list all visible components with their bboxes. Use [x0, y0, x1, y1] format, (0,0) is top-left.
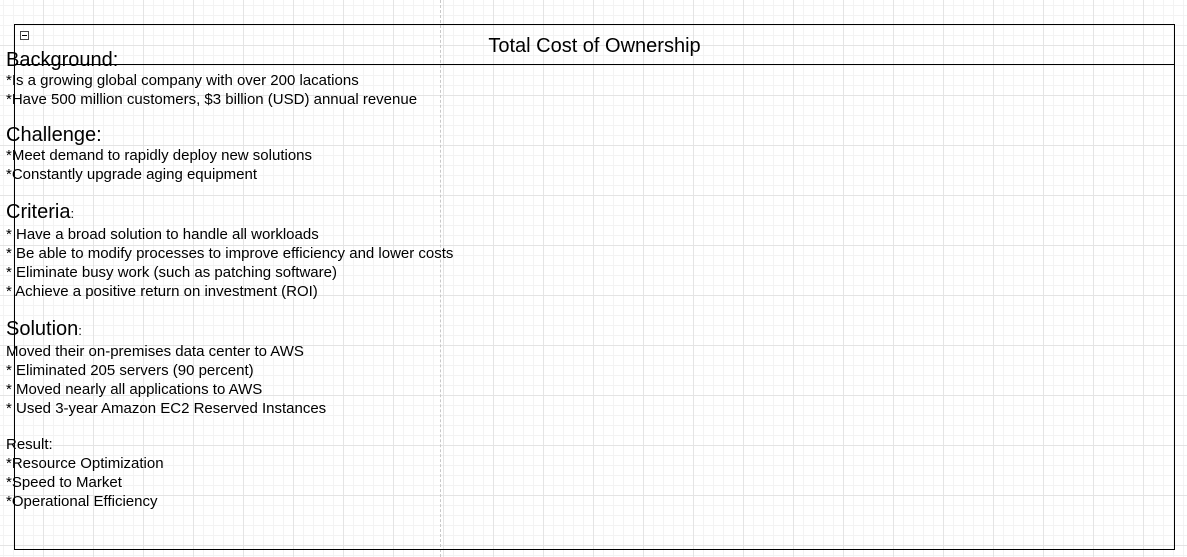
- container-title: Total Cost of Ownership: [488, 35, 701, 57]
- solution-heading-colon: :: [78, 323, 82, 338]
- background-line: *Have 500 million customers, $3 billion …: [6, 91, 418, 108]
- background-line: *Is a growing global company with over 2…: [6, 72, 359, 89]
- result-line: *Operational Efficiency: [6, 493, 158, 510]
- criteria-heading: Criteria:: [6, 201, 1146, 225]
- solution-heading: Solution:: [6, 318, 1146, 342]
- solution-line: Moved their on-premises data center to A…: [6, 343, 304, 360]
- result-section: Result: *Resource Optimization *Speed to…: [6, 435, 1146, 511]
- container-header[interactable]: Total Cost of Ownership: [15, 25, 1174, 65]
- collapse-icon[interactable]: [20, 31, 29, 40]
- solution-section: Solution: Moved their on-premises data c…: [6, 318, 1146, 418]
- background-section: Background: *Is a growing global company…: [6, 49, 1146, 109]
- background-heading: Background:: [6, 49, 119, 71]
- criteria-line: * Achieve a positive return on investmen…: [6, 283, 318, 300]
- challenge-heading: Challenge:: [6, 124, 102, 146]
- criteria-heading-colon: :: [70, 206, 75, 221]
- result-line: *Resource Optimization: [6, 455, 164, 472]
- criteria-section: Criteria: * Have a broad solution to han…: [6, 201, 1146, 301]
- challenge-section: Challenge: *Meet demand to rapidly deplo…: [6, 124, 1146, 184]
- solution-line: * Eliminated 205 servers (90 percent): [6, 362, 254, 379]
- container-body: Background: *Is a growing global company…: [6, 49, 1146, 511]
- tco-container[interactable]: Total Cost of Ownership: [14, 24, 1175, 550]
- solution-line: * Moved nearly all applications to AWS: [6, 381, 263, 398]
- criteria-line: * Be able to modify processes to improve…: [6, 245, 454, 262]
- challenge-line: *Meet demand to rapidly deploy new solut…: [6, 147, 313, 164]
- result-heading: Result:: [6, 436, 53, 453]
- criteria-line: * Have a broad solution to handle all wo…: [6, 226, 319, 243]
- challenge-line: *Constantly upgrade aging equipment: [6, 166, 258, 183]
- criteria-line: * Eliminate busy work (such as patching …: [6, 264, 337, 281]
- criteria-heading-text: Criteria: [6, 201, 71, 223]
- vertical-guide-line: [440, 0, 441, 557]
- solution-line: * Used 3-year Amazon EC2 Reserved Instan…: [6, 400, 327, 417]
- result-line: *Speed to Market: [6, 474, 122, 491]
- solution-heading-text: Solution: [6, 318, 79, 340]
